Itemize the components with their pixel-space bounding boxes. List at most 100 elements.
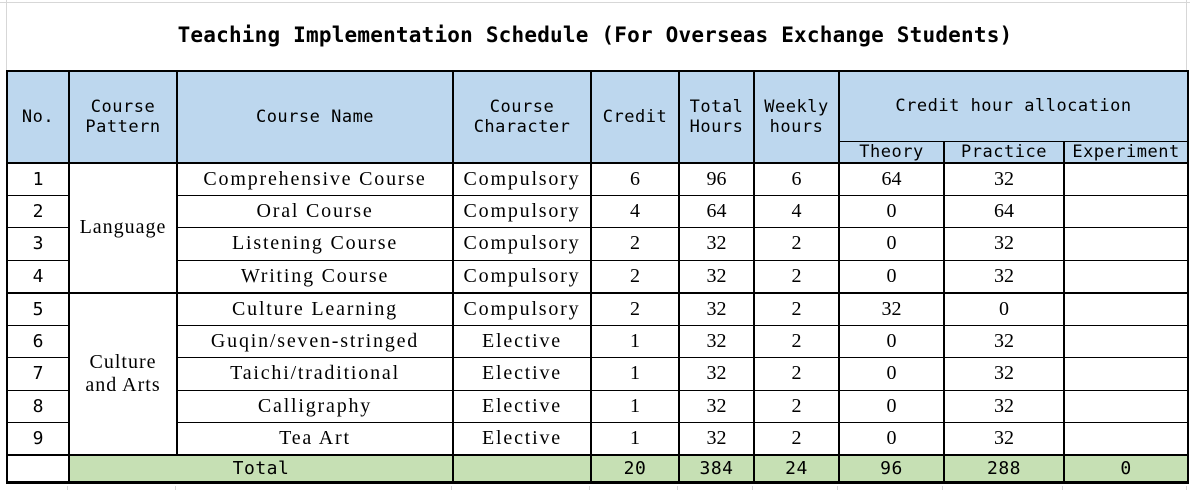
- header-practice: Practice: [943, 140, 1065, 164]
- weekly-hours-cell: 2: [753, 227, 840, 261]
- total-credit-cell: 20: [590, 454, 680, 483]
- total-hours-cell: 32: [678, 324, 755, 358]
- table-row: 9 Tea Art Elective 1 32 2 0 32: [6, 422, 1190, 456]
- credit-cell: 1: [590, 324, 680, 358]
- weekly-hours-cell: 2: [753, 422, 840, 456]
- schedule-table: No. Course Pattern Course Name Course Ch…: [6, 70, 1190, 484]
- row-no: 9: [6, 422, 70, 456]
- practice-cell: 32: [943, 227, 1065, 261]
- experiment-cell: [1062, 259, 1190, 293]
- course-character-cell: Elective: [452, 324, 592, 358]
- course-name-cell: Comprehensive Course: [176, 162, 454, 196]
- course-name-cell: Guqin/seven-stringed: [176, 324, 454, 358]
- course-character-cell: Compulsory: [452, 162, 592, 196]
- total-hours-total-cell: 384: [678, 454, 755, 483]
- theory-cell: 0: [838, 357, 945, 391]
- practice-cell: 0: [943, 291, 1065, 326]
- practice-cell: 32: [943, 422, 1065, 456]
- table-row: 6 Guqin/seven-stringed Elective 1 32 2 0…: [6, 324, 1190, 358]
- course-character-cell: Elective: [452, 357, 592, 391]
- row-no: 6: [6, 324, 70, 358]
- sheet-gridline-top: [0, 2, 1190, 3]
- course-character-cell: Compulsory: [452, 227, 592, 261]
- total-hours-cell: 32: [678, 291, 755, 326]
- total-row: Total 20 384 24 96 288 0: [6, 454, 1190, 483]
- practice-cell: 32: [943, 162, 1065, 196]
- theory-cell: 64: [838, 162, 945, 196]
- sheet-gridline-stub: [837, 486, 838, 490]
- experiment-cell: [1062, 162, 1190, 196]
- table-row: 8 Calligraphy Elective 1 32 2 0 32: [6, 389, 1190, 423]
- experiment-cell: [1062, 324, 1190, 358]
- experiment-cell: [1062, 227, 1190, 261]
- weekly-hours-cell: 2: [753, 357, 840, 391]
- total-hours-cell: 32: [678, 389, 755, 423]
- weekly-hours-cell: 2: [753, 291, 840, 326]
- course-name-cell: Calligraphy: [176, 389, 454, 423]
- total-practice-cell: 288: [943, 454, 1065, 483]
- table-row: 5 Culture and Arts Culture Learning Comp…: [6, 291, 1190, 456]
- header-experiment: Experiment: [1062, 140, 1190, 164]
- total-theory-cell: 96: [838, 454, 945, 483]
- total-weekly-cell: 24: [753, 454, 840, 483]
- theory-cell: 0: [838, 259, 945, 293]
- total-hours-cell: 32: [678, 422, 755, 456]
- theory-cell: 0: [838, 389, 945, 423]
- sheet-gridline-stub: [1186, 486, 1187, 490]
- theory-cell: 0: [838, 227, 945, 261]
- practice-cell: 32: [943, 259, 1065, 293]
- total-experiment-cell: 0: [1062, 454, 1190, 483]
- total-hours-cell: 32: [678, 259, 755, 293]
- sheet-gridline-stub: [589, 486, 590, 490]
- experiment-cell: [1062, 194, 1190, 228]
- weekly-hours-cell: 2: [753, 259, 840, 293]
- row-no: 5: [6, 291, 70, 326]
- practice-cell: 32: [943, 389, 1065, 423]
- total-hours-cell: 32: [678, 227, 755, 261]
- header-course-name: Course Name: [176, 70, 454, 164]
- credit-cell: 6: [590, 162, 680, 196]
- weekly-hours-cell: 4: [753, 194, 840, 228]
- row-no: 1: [6, 162, 70, 196]
- page-title: Teaching Implementation Schedule (For Ov…: [177, 23, 1013, 47]
- experiment-cell: [1062, 291, 1190, 326]
- header-course-character: Course Character: [452, 70, 592, 164]
- course-name-cell: Taichi/traditional: [176, 357, 454, 391]
- course-name-cell: Listening Course: [176, 227, 454, 261]
- theory-cell: 0: [838, 324, 945, 358]
- total-hours-cell: 64: [678, 194, 755, 228]
- total-hours-cell: 96: [678, 162, 755, 196]
- experiment-cell: [1062, 422, 1190, 456]
- table-row: 2 Oral Course Compulsory 4 64 4 0 64: [6, 194, 1190, 228]
- practice-cell: 32: [943, 324, 1065, 358]
- total-label-cell: Total: [68, 454, 454, 483]
- header-total-hours: Total Hours: [678, 70, 755, 164]
- header-weekly-hours: Weekly hours: [753, 70, 840, 164]
- credit-cell: 4: [590, 194, 680, 228]
- credit-cell: 1: [590, 422, 680, 456]
- course-name-cell: Oral Course: [176, 194, 454, 228]
- credit-cell: 1: [590, 389, 680, 423]
- sheet-gridline-stub: [451, 486, 452, 490]
- course-name-cell: Culture Learning: [176, 291, 454, 326]
- sheet-gridline-stub: [175, 486, 176, 490]
- total-character-cell: [452, 454, 592, 483]
- total-hours-cell: 32: [678, 357, 755, 391]
- table-row: 4 Writing Course Compulsory 2 32 2 0 32: [6, 259, 1190, 293]
- weekly-hours-cell: 6: [753, 162, 840, 196]
- group-culture-and-arts: Culture and Arts: [68, 291, 178, 456]
- sheet-gridline-stub: [752, 486, 753, 490]
- theory-cell: 32: [838, 291, 945, 326]
- row-no: 8: [6, 389, 70, 423]
- weekly-hours-cell: 2: [753, 324, 840, 358]
- course-name-cell: Tea Art: [176, 422, 454, 456]
- header-credit-hour-allocation: Credit hour allocation: [837, 70, 1190, 142]
- theory-cell: 0: [838, 194, 945, 228]
- sheet-gridline-left: [6, 0, 7, 70]
- table-row: 3 Listening Course Compulsory 2 32 2 0 3…: [6, 227, 1190, 261]
- header-no: No.: [6, 70, 70, 164]
- weekly-hours-cell: 2: [753, 389, 840, 423]
- course-character-cell: Compulsory: [452, 291, 592, 326]
- sheet-gridline-stub: [1062, 486, 1063, 490]
- practice-cell: 32: [943, 357, 1065, 391]
